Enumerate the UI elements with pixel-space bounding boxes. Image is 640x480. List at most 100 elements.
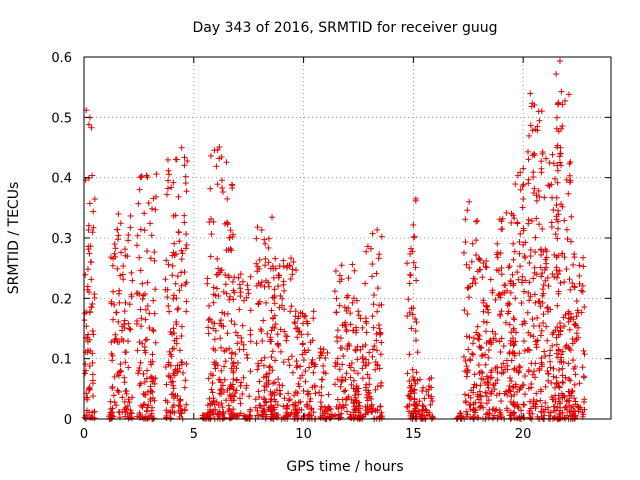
data-point <box>517 263 524 270</box>
data-point <box>263 399 270 406</box>
data-point <box>556 58 563 65</box>
data-point <box>236 306 243 313</box>
data-point <box>413 337 420 344</box>
data-point <box>557 150 564 157</box>
data-point <box>108 300 115 307</box>
data-point <box>324 405 331 412</box>
data-point <box>134 317 141 324</box>
data-point <box>231 274 238 281</box>
data-point <box>138 315 145 322</box>
data-point <box>420 406 427 413</box>
data-point <box>317 399 324 406</box>
data-point <box>333 403 340 410</box>
data-point <box>339 361 346 368</box>
data-point <box>554 274 561 281</box>
data-point <box>535 187 542 194</box>
data-point <box>411 405 418 412</box>
data-point <box>507 280 514 287</box>
data-point <box>89 371 96 378</box>
data-point <box>363 381 370 388</box>
data-point <box>297 363 304 370</box>
data-point <box>490 335 497 342</box>
data-point <box>263 299 270 306</box>
data-point <box>554 324 561 331</box>
data-point <box>353 297 360 304</box>
data-point <box>271 294 278 301</box>
data-point <box>182 173 189 180</box>
data-point <box>205 375 212 382</box>
data-point <box>169 408 176 415</box>
data-point <box>477 257 484 264</box>
data-point <box>519 321 526 328</box>
data-point <box>533 344 540 351</box>
data-point <box>566 276 573 283</box>
data-point <box>519 382 526 389</box>
data-point <box>85 243 92 250</box>
data-point <box>89 409 96 416</box>
data-point <box>530 323 537 330</box>
data-point <box>219 411 226 418</box>
data-point <box>334 355 341 362</box>
data-point <box>115 232 122 239</box>
data-point <box>527 246 534 253</box>
data-point <box>276 263 283 270</box>
data-point <box>531 368 538 375</box>
data-point <box>524 309 531 316</box>
data-point <box>492 380 499 387</box>
data-point <box>483 303 490 310</box>
data-point <box>211 320 218 327</box>
data-point <box>168 379 175 386</box>
data-point <box>504 362 511 369</box>
data-point <box>299 351 306 358</box>
data-point <box>293 358 300 365</box>
data-point <box>139 280 146 287</box>
data-point <box>289 271 296 278</box>
x-tick-label: 0 <box>80 427 88 442</box>
data-point <box>295 328 302 335</box>
data-point <box>532 234 539 241</box>
data-point <box>247 307 254 314</box>
data-point <box>483 303 490 310</box>
data-point <box>474 217 481 224</box>
data-point <box>462 239 469 246</box>
data-point <box>204 275 211 282</box>
data-point <box>488 367 495 374</box>
data-point <box>408 245 415 252</box>
data-point <box>479 369 486 376</box>
data-point <box>300 357 307 364</box>
data-point <box>344 292 351 299</box>
data-point <box>363 356 370 363</box>
data-point <box>336 278 343 285</box>
data-point <box>310 308 317 315</box>
data-point <box>151 257 158 264</box>
data-point <box>108 339 115 346</box>
data-point <box>294 324 301 331</box>
data-point <box>275 283 282 290</box>
data-point <box>368 395 375 402</box>
data-point <box>127 224 134 231</box>
data-point <box>502 282 509 289</box>
data-point <box>468 258 475 265</box>
data-point <box>557 320 564 327</box>
data-point <box>520 227 527 234</box>
data-point <box>110 288 117 295</box>
data-point <box>234 340 241 347</box>
data-point <box>559 365 566 372</box>
data-point <box>561 393 568 400</box>
data-point <box>527 90 534 97</box>
data-point <box>553 267 560 274</box>
data-point <box>252 404 259 411</box>
data-point <box>476 336 483 343</box>
data-point <box>222 281 229 288</box>
data-point <box>516 363 523 370</box>
data-point <box>510 339 517 346</box>
data-point <box>119 323 126 330</box>
data-point <box>337 335 344 342</box>
data-point <box>508 414 515 421</box>
data-point <box>480 308 487 315</box>
data-point <box>260 408 267 415</box>
data-point <box>286 362 293 369</box>
data-point <box>86 363 93 370</box>
data-point <box>292 389 299 396</box>
data-point <box>181 212 188 219</box>
